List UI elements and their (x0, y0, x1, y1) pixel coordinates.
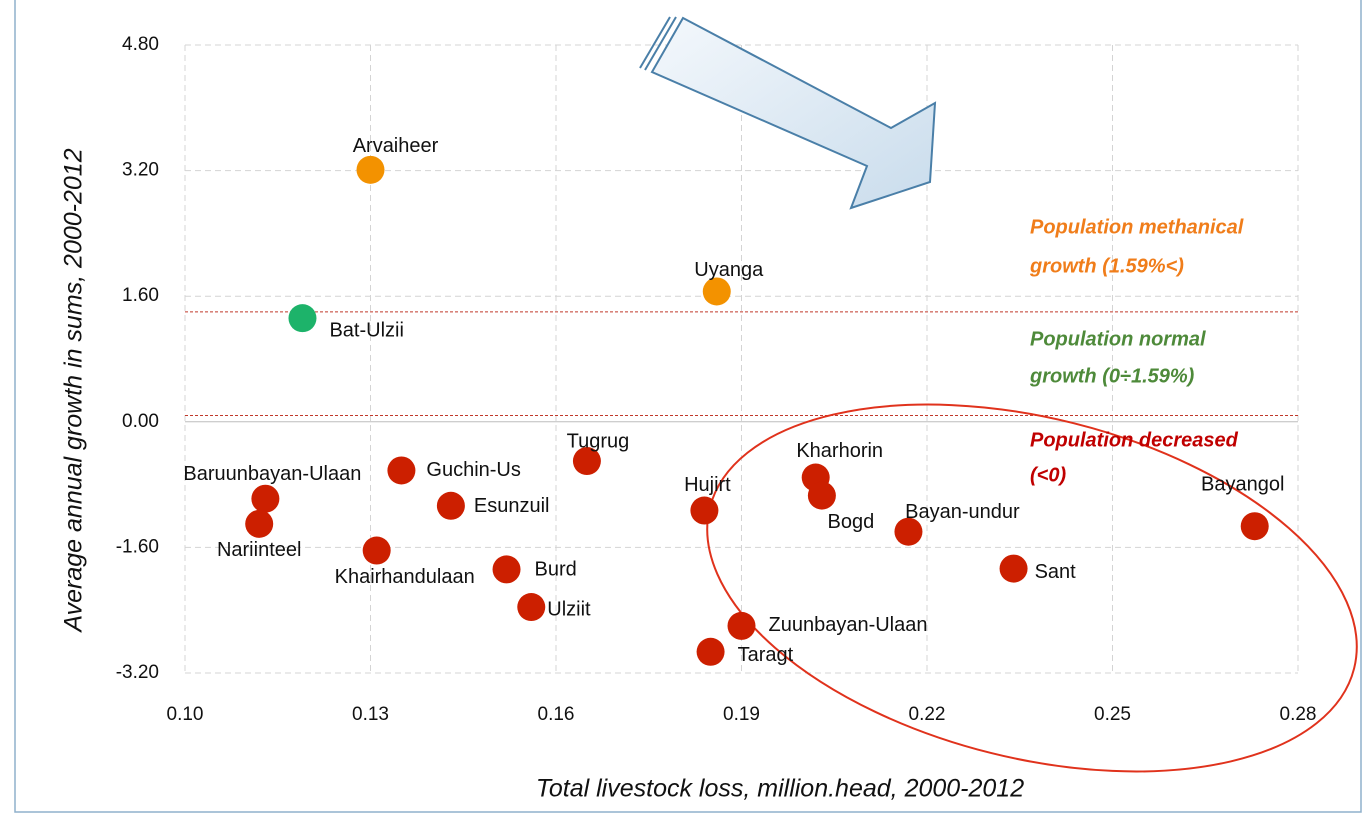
point-label: Bogd (828, 511, 875, 533)
x-tick-label: 0.28 (1280, 704, 1317, 725)
y-tick-label: 4.80 (122, 34, 159, 55)
annotation: (<0) (1030, 464, 1066, 486)
arrow-stripe (644, 16, 677, 71)
point (436, 491, 465, 520)
y-tick-label: -3.20 (116, 662, 159, 683)
point (356, 155, 385, 184)
point (572, 447, 601, 476)
point-label: Burd (535, 559, 577, 581)
point-label: Esunzuil (474, 495, 550, 517)
labels: Arvaiheer Uyanga Bat-Ulzii Baruunbayan-Ulaa… (183, 135, 1284, 666)
x-tick-label: 0.25 (1094, 704, 1131, 725)
point (696, 637, 725, 666)
x-tick-label: 0.10 (167, 704, 204, 725)
point (251, 484, 280, 513)
point (807, 481, 836, 510)
point (999, 554, 1028, 583)
point-label: Tugrug (567, 430, 630, 452)
annotation: growth (0÷1.59%) (1029, 365, 1195, 387)
x-tick-label: 0.19 (723, 704, 760, 725)
x-axis-title: Total livestock loss, million.head, 2000… (536, 775, 1024, 803)
point-label: Bat-Ulzii (329, 319, 403, 341)
points (245, 155, 1269, 666)
arrow-stripe (639, 16, 671, 69)
point-label: Guchin-Us (426, 459, 520, 481)
annotation: growth (1.59%<) (1029, 255, 1184, 277)
y-tick-label: -1.60 (116, 536, 159, 557)
y-tick-label: 0.00 (122, 411, 159, 432)
annotation: Population decreased (1030, 429, 1239, 451)
point-label: Taragt (738, 644, 794, 666)
annotation: Population normal (1030, 328, 1206, 350)
point (387, 456, 416, 485)
x-tick-label: 0.22 (909, 704, 946, 725)
point-label: Baruunbayan-Ulaan (183, 463, 361, 485)
point-label: Nariinteel (217, 539, 301, 561)
point-label: Bayangol (1201, 473, 1284, 495)
point-label: Hujirt (684, 474, 731, 496)
point (517, 593, 546, 622)
trend-arrow (650, 16, 937, 210)
y-tick-label: 1.60 (122, 285, 159, 306)
point-label: Kharhorin (796, 440, 883, 462)
point (894, 517, 923, 546)
point-label: Bayan-undur (905, 501, 1020, 523)
annotation: Population methanical (1030, 216, 1244, 238)
point (245, 509, 274, 538)
point-label: Khairhandulaan (335, 566, 475, 588)
y-axis-title: Average annual growth in sums, 2000-2012 (60, 148, 88, 633)
x-tick-label: 0.13 (352, 704, 389, 725)
reference-lines (185, 311, 1298, 417)
point (492, 555, 521, 584)
point (702, 277, 731, 306)
y-tick-label: 3.20 (122, 160, 159, 181)
point (362, 536, 391, 565)
point-label: Arvaiheer (353, 135, 439, 157)
x-tick-label: 0.16 (538, 704, 575, 725)
point-label: Zuunbayan-Ulaan (769, 614, 928, 636)
point (690, 496, 719, 525)
point-label: Sant (1035, 561, 1077, 583)
point (1240, 512, 1269, 541)
point-label: Ulziit (547, 598, 591, 620)
point (288, 304, 317, 333)
frame (14, 0, 1362, 813)
point (727, 611, 756, 640)
point-label: Uyanga (694, 259, 764, 281)
